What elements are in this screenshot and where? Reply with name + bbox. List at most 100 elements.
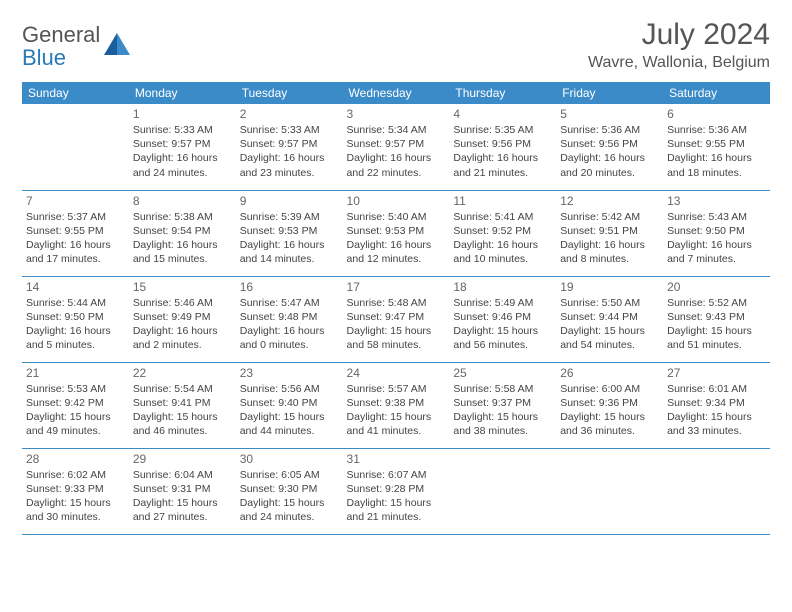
sunset-line: Sunset: 9:54 PM	[133, 224, 232, 238]
page-header: General Blue July 2024 Wavre, Wallonia, …	[22, 18, 770, 72]
sunrise-line: Sunrise: 5:33 AM	[133, 123, 232, 137]
sunset-line: Sunset: 9:42 PM	[26, 396, 125, 410]
day-info: Sunrise: 5:54 AMSunset: 9:41 PMDaylight:…	[133, 382, 232, 439]
day-info: Sunrise: 5:36 AMSunset: 9:56 PMDaylight:…	[560, 123, 659, 180]
calendar-day-cell: 18 Sunrise: 5:49 AMSunset: 9:46 PMDayligh…	[449, 276, 556, 362]
daylight-line1: Daylight: 16 hours	[26, 238, 125, 252]
day-info: Sunrise: 5:36 AMSunset: 9:55 PMDaylight:…	[667, 123, 766, 180]
brand-part1: General	[22, 22, 100, 47]
calendar-day-cell: 4Sunrise: 5:35 AMSunset: 9:56 PMDaylight…	[449, 104, 556, 190]
daylight-line1: Daylight: 15 hours	[347, 410, 446, 424]
brand-mark-icon	[104, 33, 130, 60]
calendar-page: General Blue July 2024 Wavre, Wallonia, …	[0, 0, 792, 545]
day-number: 25	[453, 366, 552, 380]
calendar-week-row: 21Sunrise: 5:53 AMSunset: 9:42 PMDayligh…	[22, 362, 770, 448]
day-info: Sunrise: 5:35 AMSunset: 9:56 PMDaylight:…	[453, 123, 552, 180]
calendar-day-cell: 14 Sunrise: 5:44 AMSunset: 9:50 PMDayligh…	[22, 276, 129, 362]
daylight-line2: and 8 minutes.	[560, 252, 659, 266]
calendar-week-row: 14Sunrise: 5:44 AMSunset: 9:50 PMDayligh…	[22, 276, 770, 362]
sunset-line: Sunset: 9:53 PM	[240, 224, 339, 238]
calendar-week-row: 1 Sunrise: 5:33 AM Sunset: 9:57 PM Daylight…	[22, 104, 770, 190]
daylight-line1: Daylight: 15 hours	[667, 324, 766, 338]
day-info: Sunrise: 5:49 AMSunset: 9:46 PMDaylight:…	[453, 296, 552, 353]
daylight-line2: and 56 minutes.	[453, 338, 552, 352]
daylight-line1: Daylight: 15 hours	[133, 496, 232, 510]
day-number: 6	[667, 107, 766, 121]
sunrise-line: Sunrise: 5:34 AM	[347, 123, 446, 137]
calendar-day-cell: 2Sunrise: 5:33 AMSunset: 9:57 PMDaylight…	[236, 104, 343, 190]
calendar-day-cell: 15Sunrise: 5:46 AMSunset: 9:49 PMDayligh…	[129, 276, 236, 362]
calendar-empty-cell	[449, 448, 556, 534]
day-number: 14	[26, 280, 125, 294]
day-info: Sunrise: 5:38 AMSunset: 9:54 PMDaylight:…	[133, 210, 232, 267]
sunset-line: Sunset: 9:37 PM	[453, 396, 552, 410]
sunset-line: Sunset: 9:51 PM	[560, 224, 659, 238]
sunrise-line: Sunrise: 5:58 AM	[453, 382, 552, 396]
daylight-line2: and 7 minutes.	[667, 252, 766, 266]
day-number: 5	[560, 107, 659, 121]
day-number: 2	[240, 107, 339, 121]
daylight-line1: Daylight: 15 hours	[453, 410, 552, 424]
calendar-day-cell: 13Sunrise: 5:43 AMSunset: 9:50 PMDayligh…	[663, 190, 770, 276]
daylight-line1: Daylight: 15 hours	[26, 410, 125, 424]
daylight-line2: and 51 minutes.	[667, 338, 766, 352]
daylight-line1: Daylight: 16 hours	[453, 151, 552, 165]
sunrise-line: Sunrise: 5:37 AM	[26, 210, 125, 224]
daylight-line2: and 44 minutes.	[240, 424, 339, 438]
daylight-line2: and 12 minutes.	[347, 252, 446, 266]
day-number: 10	[347, 194, 446, 208]
sunset-line: Sunset: 9:47 PM	[347, 310, 446, 324]
daylight-line1: Daylight: 15 hours	[347, 324, 446, 338]
sunrise-line: Sunrise: 5:56 AM	[240, 382, 339, 396]
sunset-line: Sunset: 9:33 PM	[26, 482, 125, 496]
sunset-line: Sunset: 9:57 PM	[240, 137, 339, 151]
sunset-line: Sunset: 9:28 PM	[347, 482, 446, 496]
daylight-line1: Daylight: 16 hours	[133, 238, 232, 252]
daylight-line1: Daylight: 15 hours	[240, 410, 339, 424]
daylight-line1: Daylight: 16 hours	[560, 151, 659, 165]
daylight-line1: Daylight: 16 hours	[133, 324, 232, 338]
daylight-line2: and 17 minutes.	[26, 252, 125, 266]
day-number: 26	[560, 366, 659, 380]
daylight-line1: Daylight: 15 hours	[560, 324, 659, 338]
daylight-line2: and 33 minutes.	[667, 424, 766, 438]
daylight-line1: Daylight: 15 hours	[26, 496, 125, 510]
day-info: Sunrise: 5:57 AMSunset: 9:38 PMDaylight:…	[347, 382, 446, 439]
sunrise-line: Sunrise: 6:01 AM	[667, 382, 766, 396]
daylight-line2: and 30 minutes.	[26, 510, 125, 524]
day-info: Sunrise: 6:07 AMSunset: 9:28 PMDaylight:…	[347, 468, 446, 525]
day-number: 12	[560, 194, 659, 208]
sunrise-line: Sunrise: 5:44 AM	[26, 296, 125, 310]
day-info: Sunrise: 5:43 AMSunset: 9:50 PMDaylight:…	[667, 210, 766, 267]
location: Wavre, Wallonia, Belgium	[588, 54, 770, 72]
calendar-day-cell: 3Sunrise: 5:34 AMSunset: 9:57 PMDaylight…	[343, 104, 450, 190]
day-number: 18	[453, 280, 552, 294]
calendar-day-cell: 12Sunrise: 5:42 AMSunset: 9:51 PMDayligh…	[556, 190, 663, 276]
day-info: Sunrise: 5:48 AMSunset: 9:47 PMDaylight:…	[347, 296, 446, 353]
sunrise-line: Sunrise: 5:36 AM	[560, 123, 659, 137]
daylight-line2: and 20 minutes.	[560, 166, 659, 180]
day-number: 1	[133, 107, 232, 121]
sunset-line: Sunset: 9:52 PM	[453, 224, 552, 238]
daylight-line1: Daylight: 15 hours	[133, 410, 232, 424]
daylight-line2: and 46 minutes.	[133, 424, 232, 438]
sunrise-line: Sunrise: 6:04 AM	[133, 468, 232, 482]
daylight-line2: and 54 minutes.	[560, 338, 659, 352]
sunset-line: Sunset: 9:48 PM	[240, 310, 339, 324]
calendar-table: SundayMondayTuesdayWednesdayThursdayFrid…	[22, 82, 770, 535]
sunset-line: Sunset: 9:50 PM	[26, 310, 125, 324]
sunrise-line: Sunrise: 5:43 AM	[667, 210, 766, 224]
sunrise-line: Sunrise: 5:50 AM	[560, 296, 659, 310]
daylight-line1: Daylight: 16 hours	[240, 238, 339, 252]
day-number: 23	[240, 366, 339, 380]
day-info: Sunrise: 5:56 AMSunset: 9:40 PMDaylight:…	[240, 382, 339, 439]
sunrise-line: Sunrise: 5:38 AM	[133, 210, 232, 224]
sunset-line: Sunset: 9:44 PM	[560, 310, 659, 324]
day-number: 29	[133, 452, 232, 466]
calendar-day-cell: 25 Sunrise: 5:58 AMSunset: 9:37 PMDayligh…	[449, 362, 556, 448]
weekday-header: Saturday	[663, 82, 770, 104]
title-block: July 2024 Wavre, Wallonia, Belgium	[588, 18, 770, 72]
calendar-day-cell: 16Sunrise: 5:47 AMSunset: 9:48 PMDayligh…	[236, 276, 343, 362]
sunrise-line: Sunrise: 5:48 AM	[347, 296, 446, 310]
day-info: Sunrise: 5:44 AMSunset: 9:50 PMDaylight:…	[26, 296, 125, 353]
